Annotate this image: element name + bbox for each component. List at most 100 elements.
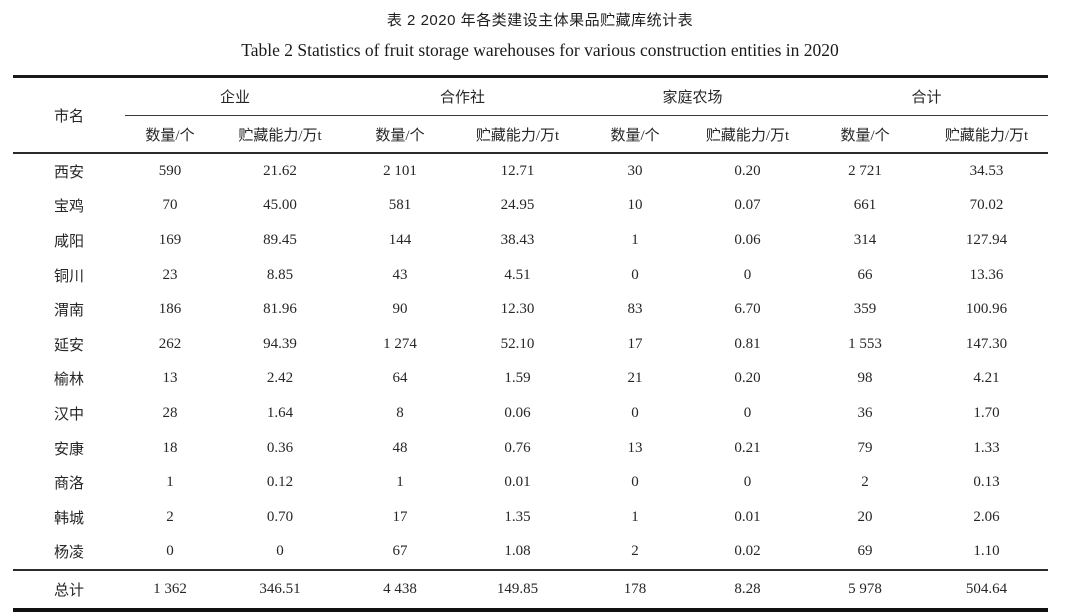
value-cell: 0.76 <box>504 439 531 456</box>
total-row: 总计 1 362 346.51 4 438 149.85 178 8.28 5 … <box>13 569 1049 611</box>
value-cell: 83 <box>627 301 643 318</box>
value-cell: 28 <box>162 404 178 421</box>
value-cell: 1 <box>396 474 404 491</box>
header-group-enterprise: 企业 <box>125 76 346 116</box>
value-cell: 262 <box>158 335 182 352</box>
total-value-cell: 504.64 <box>925 569 1049 611</box>
value-cell: 1.08 <box>504 543 531 560</box>
value-cell: 314 <box>853 231 877 248</box>
city-cell: 安康 <box>53 441 84 458</box>
value-cell: 12.71 <box>500 162 535 179</box>
value-cell: 34.53 <box>969 162 1004 179</box>
value-cell: 0 <box>631 404 639 421</box>
value-cell: 13 <box>162 370 178 387</box>
value-cell: 0.20 <box>734 162 761 179</box>
table-row: 韩城 2 0.70 17 1.35 1 0.01 20 2.06 <box>13 500 1048 535</box>
value-cell: 0 <box>743 474 752 491</box>
value-cell: 0 <box>276 543 284 560</box>
value-cell: 1.33 <box>973 439 1000 456</box>
value-cell: 48 <box>392 439 408 456</box>
value-cell: 4.51 <box>504 266 531 283</box>
value-cell: 0.20 <box>734 370 761 387</box>
value-cell: 94.39 <box>263 335 297 352</box>
value-cell: 2 <box>166 508 174 525</box>
header-total-capacity: 贮藏能力/万t <box>925 115 1049 154</box>
city-cell: 延安 <box>53 337 84 354</box>
value-cell: 98 <box>857 370 873 387</box>
header-family-farm-capacity: 贮藏能力/万t <box>690 115 806 154</box>
value-cell: 38.43 <box>500 231 535 248</box>
city-cell: 韩城 <box>53 510 84 527</box>
value-cell: 2.42 <box>266 370 294 387</box>
total-value-cell: 1 362 <box>125 569 215 611</box>
table-row: 宝鸡 70 45.00 581 24.95 10 0.07 661 70.02 <box>13 189 1048 224</box>
city-cell: 西安 <box>53 164 84 181</box>
value-cell: 2 101 <box>383 162 417 179</box>
city-cell: 杨凌 <box>53 545 84 562</box>
value-cell: 0.07 <box>734 197 761 214</box>
value-cell: 144 <box>388 231 412 248</box>
table-row: 渭南 186 81.96 90 12.30 83 6.70 359 100.96 <box>13 292 1048 327</box>
value-cell: 1 <box>166 474 174 491</box>
header-sub-row: 数量/个 贮藏能力/万t 数量/个 贮藏能力/万t 数量/个 贮藏能力/万t 数… <box>13 115 1049 154</box>
value-cell: 4.21 <box>973 370 1000 387</box>
value-cell: 21 <box>627 370 643 387</box>
value-cell: 17 <box>627 335 643 352</box>
city-cell: 榆林 <box>53 372 84 389</box>
value-cell: 89.45 <box>263 231 297 248</box>
city-cell: 汉中 <box>53 406 84 423</box>
value-cell: 36 <box>857 404 873 421</box>
total-value-cell: 346.51 <box>215 569 346 611</box>
value-cell: 0 <box>166 543 174 560</box>
value-cell: 20 <box>857 508 873 525</box>
value-cell: 69 <box>857 543 873 560</box>
total-value-cell: 5 978 <box>805 569 926 611</box>
city-cell: 咸阳 <box>53 233 84 250</box>
value-cell: 359 <box>853 301 877 318</box>
value-cell: 0.13 <box>973 474 1000 491</box>
value-cell: 100.96 <box>965 301 1008 318</box>
value-cell: 10 <box>627 197 643 214</box>
value-cell: 0 <box>743 266 752 283</box>
table-row: 杨凌 0 0 67 1.08 2 0.02 69 1.10 <box>13 535 1048 571</box>
value-cell: 590 <box>158 162 182 179</box>
header-group-total: 合计 <box>805 76 1049 116</box>
header-cooperative-capacity: 贮藏能力/万t <box>455 115 581 154</box>
value-cell: 0.36 <box>266 439 294 456</box>
value-cell: 12.30 <box>500 301 535 318</box>
value-cell: 70 <box>162 197 178 214</box>
value-cell: 2 <box>631 543 639 560</box>
value-cell: 21.62 <box>263 162 297 179</box>
value-cell: 1.10 <box>973 543 1000 560</box>
table-row: 榆林 13 2.42 64 1.59 21 0.20 98 4.21 <box>13 362 1048 397</box>
header-group-cooperative: 合作社 <box>345 76 581 116</box>
header-total-quantity: 数量/个 <box>805 115 926 154</box>
value-cell: 0 <box>743 404 752 421</box>
total-value-cell: 149.85 <box>455 569 581 611</box>
value-cell: 1 553 <box>848 335 882 352</box>
value-cell: 8 <box>396 404 404 421</box>
value-cell: 0.70 <box>266 508 294 525</box>
value-cell: 0.81 <box>734 335 761 352</box>
value-cell: 127.94 <box>965 231 1008 248</box>
city-cell: 宝鸡 <box>53 199 84 216</box>
total-value-cell: 178 <box>580 569 691 611</box>
value-cell: 0.02 <box>734 543 761 560</box>
header-city: 市名 <box>13 76 125 154</box>
table-row: 铜川 23 8.85 43 4.51 0 0 66 13.36 <box>13 258 1048 293</box>
table-row: 西安 590 21.62 2 101 12.71 30 0.20 2 721 34.53 <box>13 153 1048 189</box>
value-cell: 581 <box>388 197 412 214</box>
value-cell: 24.95 <box>500 197 535 214</box>
value-cell: 17 <box>392 508 408 525</box>
value-cell: 2 <box>861 474 869 491</box>
value-cell: 90 <box>392 301 408 318</box>
value-cell: 2.06 <box>973 508 1000 525</box>
value-cell: 1 <box>631 231 639 248</box>
value-cell: 64 <box>392 370 408 387</box>
value-cell: 169 <box>158 231 182 248</box>
header-enterprise-capacity: 贮藏能力/万t <box>215 115 346 154</box>
header-group-row: 市名 企业 合作社 家庭农场 合计 <box>13 76 1049 154</box>
value-cell: 0 <box>631 474 639 491</box>
value-cell: 186 <box>158 301 182 318</box>
value-cell: 66 <box>857 266 873 283</box>
